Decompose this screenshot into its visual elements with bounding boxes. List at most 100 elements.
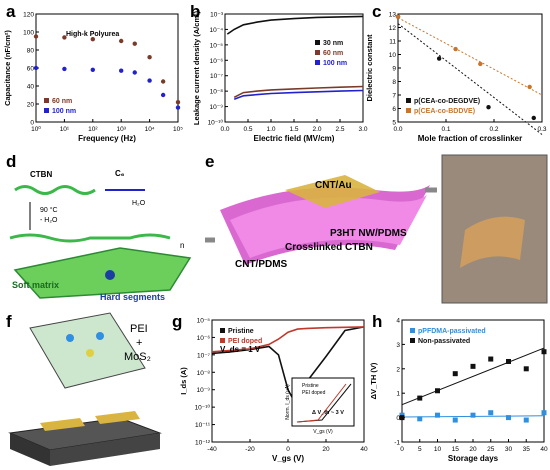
panel-e-device: CNT/Au P3HT NW/PDMS Crosslinked CTBN CNT… [205,154,548,304]
legend-entry: p(CEA-co-BDDVE) [414,108,475,115]
series-line-0 [211,326,365,410]
panel-d-scheme: CTBN C₆ 90 °C - H₂O H₂O n Soft matrix Ha… [9,169,192,302]
data-point [132,70,137,75]
data-point [160,79,166,84]
data-point [175,105,181,110]
y-axis-label: I_ds (A) [179,367,188,395]
substrate-front-icon [50,433,160,466]
y-tick-label: 10⁻⁷ [210,73,224,80]
y-tick-label: 120 [23,12,34,19]
legend-entry: 100 nm [52,108,76,115]
y-tick-label: 10⁻¹⁰ [208,119,224,127]
inset-line-doped [296,383,347,423]
atom-icon-2 [86,349,94,357]
cnt-au-electrode-icon [285,175,380,208]
x-tick-label: -20 [245,446,255,453]
data-point [160,92,166,98]
x-tick-label: 10 [434,446,442,453]
x-tick-label: 10¹ [60,126,70,133]
trend-line [401,415,545,418]
data-point [541,410,547,416]
data-point [506,358,511,364]
plot-frame [224,13,364,123]
y-tick-label: 2 [396,366,400,373]
plot-frame [397,13,543,123]
annotation: V_ds = 1 V [220,345,261,354]
x-tick-label: 30 [505,446,513,453]
x-axis-label: Storage days [448,454,499,463]
legend-entry: pPFDMA-passivated [418,328,486,335]
legend-swatch [220,338,225,343]
legend-entry: Pristine [228,328,254,335]
inset-y-label: Norm. I_ds (μA) [285,384,291,420]
panel-label-g: g [172,312,183,331]
data-point [488,410,494,416]
y-tick-label: 80 [27,48,35,55]
data-point [90,37,96,42]
y-tick-label: 10⁻¹¹ [195,422,211,429]
y-tick-label: 10⁻⁹ [210,104,224,111]
y-tick-label: 10⁻⁵ [197,318,211,325]
x-axis-label: V_gs (V) [272,454,304,463]
x-tick-label: 40 [360,446,368,453]
atom-icon-3 [96,332,104,340]
x-tick-label: 20 [322,446,330,453]
x-tick-label: 2.5 [335,126,344,133]
data-point [452,371,458,377]
legend-swatch [315,60,320,65]
y-tick-label: 12 [389,25,397,32]
series-line-2 [233,89,364,100]
y-tick-label: 10⁻⁶ [210,58,224,65]
hard-segments-label: Hard segments [100,292,165,302]
hard-segment-icon [105,270,115,280]
mos2-label: MoS₂ [124,351,151,363]
data-point [132,41,137,46]
drain-electrode-icon [95,411,140,424]
y-tick-label: 20 [27,102,35,109]
p3ht-layer-icon [230,195,427,258]
data-point [523,366,529,372]
inset-label: High-k Polyurea [66,31,119,38]
x-tick-label: 10⁴ [145,126,155,133]
x-tick-label: 0 [286,446,290,453]
y-axis-label: Leakage current density (A/cm²) [192,10,201,125]
legend-entry: PEI doped [228,338,262,345]
x-tick-label: 10⁰ [31,125,41,133]
panel-label-h: h [372,312,383,331]
y-axis-label: Dielectric constant [365,34,374,102]
legend-swatch [44,98,49,103]
plus-label: + [136,337,142,349]
atom-icon [66,334,74,342]
y-axis-label: ΔV_TH (V) [369,362,378,399]
polymer-chain-icon [9,233,171,243]
p3ht-label: P3HT NW/PDMS [330,228,407,239]
x-tick-label: 0.5 [243,126,252,133]
legend-swatch [410,338,415,343]
water-removal-label: - H₂O [40,217,58,224]
x-tick-label: 20 [469,446,477,453]
x-axis-label: Electric field (MV/cm) [254,134,335,143]
x-tick-label: 10³ [116,126,126,133]
trend-line [401,347,545,406]
y-tick-label: 40 [27,84,35,91]
x-tick-label: 15 [452,446,460,453]
panel-label-e: e [205,152,215,171]
y-tick-label: 0 [30,120,34,127]
x-tick-label: 40 [540,446,548,453]
c6-label: C₆ [115,169,125,178]
panel-label-c: c [372,2,382,21]
data-point [399,415,405,421]
legend-swatch [406,108,411,113]
y-tick-label: 6 [392,106,396,113]
data-point [62,35,67,40]
data-point [33,65,39,71]
trend-line [397,17,543,96]
inset-legend-entry: PEI doped [302,390,326,396]
data-point [506,415,511,421]
ctbn-label: CTBN [30,170,52,179]
water-label: H₂O [132,200,146,207]
x-tick-label: 0.2 [489,126,498,133]
inset-annotation: Δ V_th ~ 3 V [312,410,344,416]
substrate-side-icon [10,433,50,466]
